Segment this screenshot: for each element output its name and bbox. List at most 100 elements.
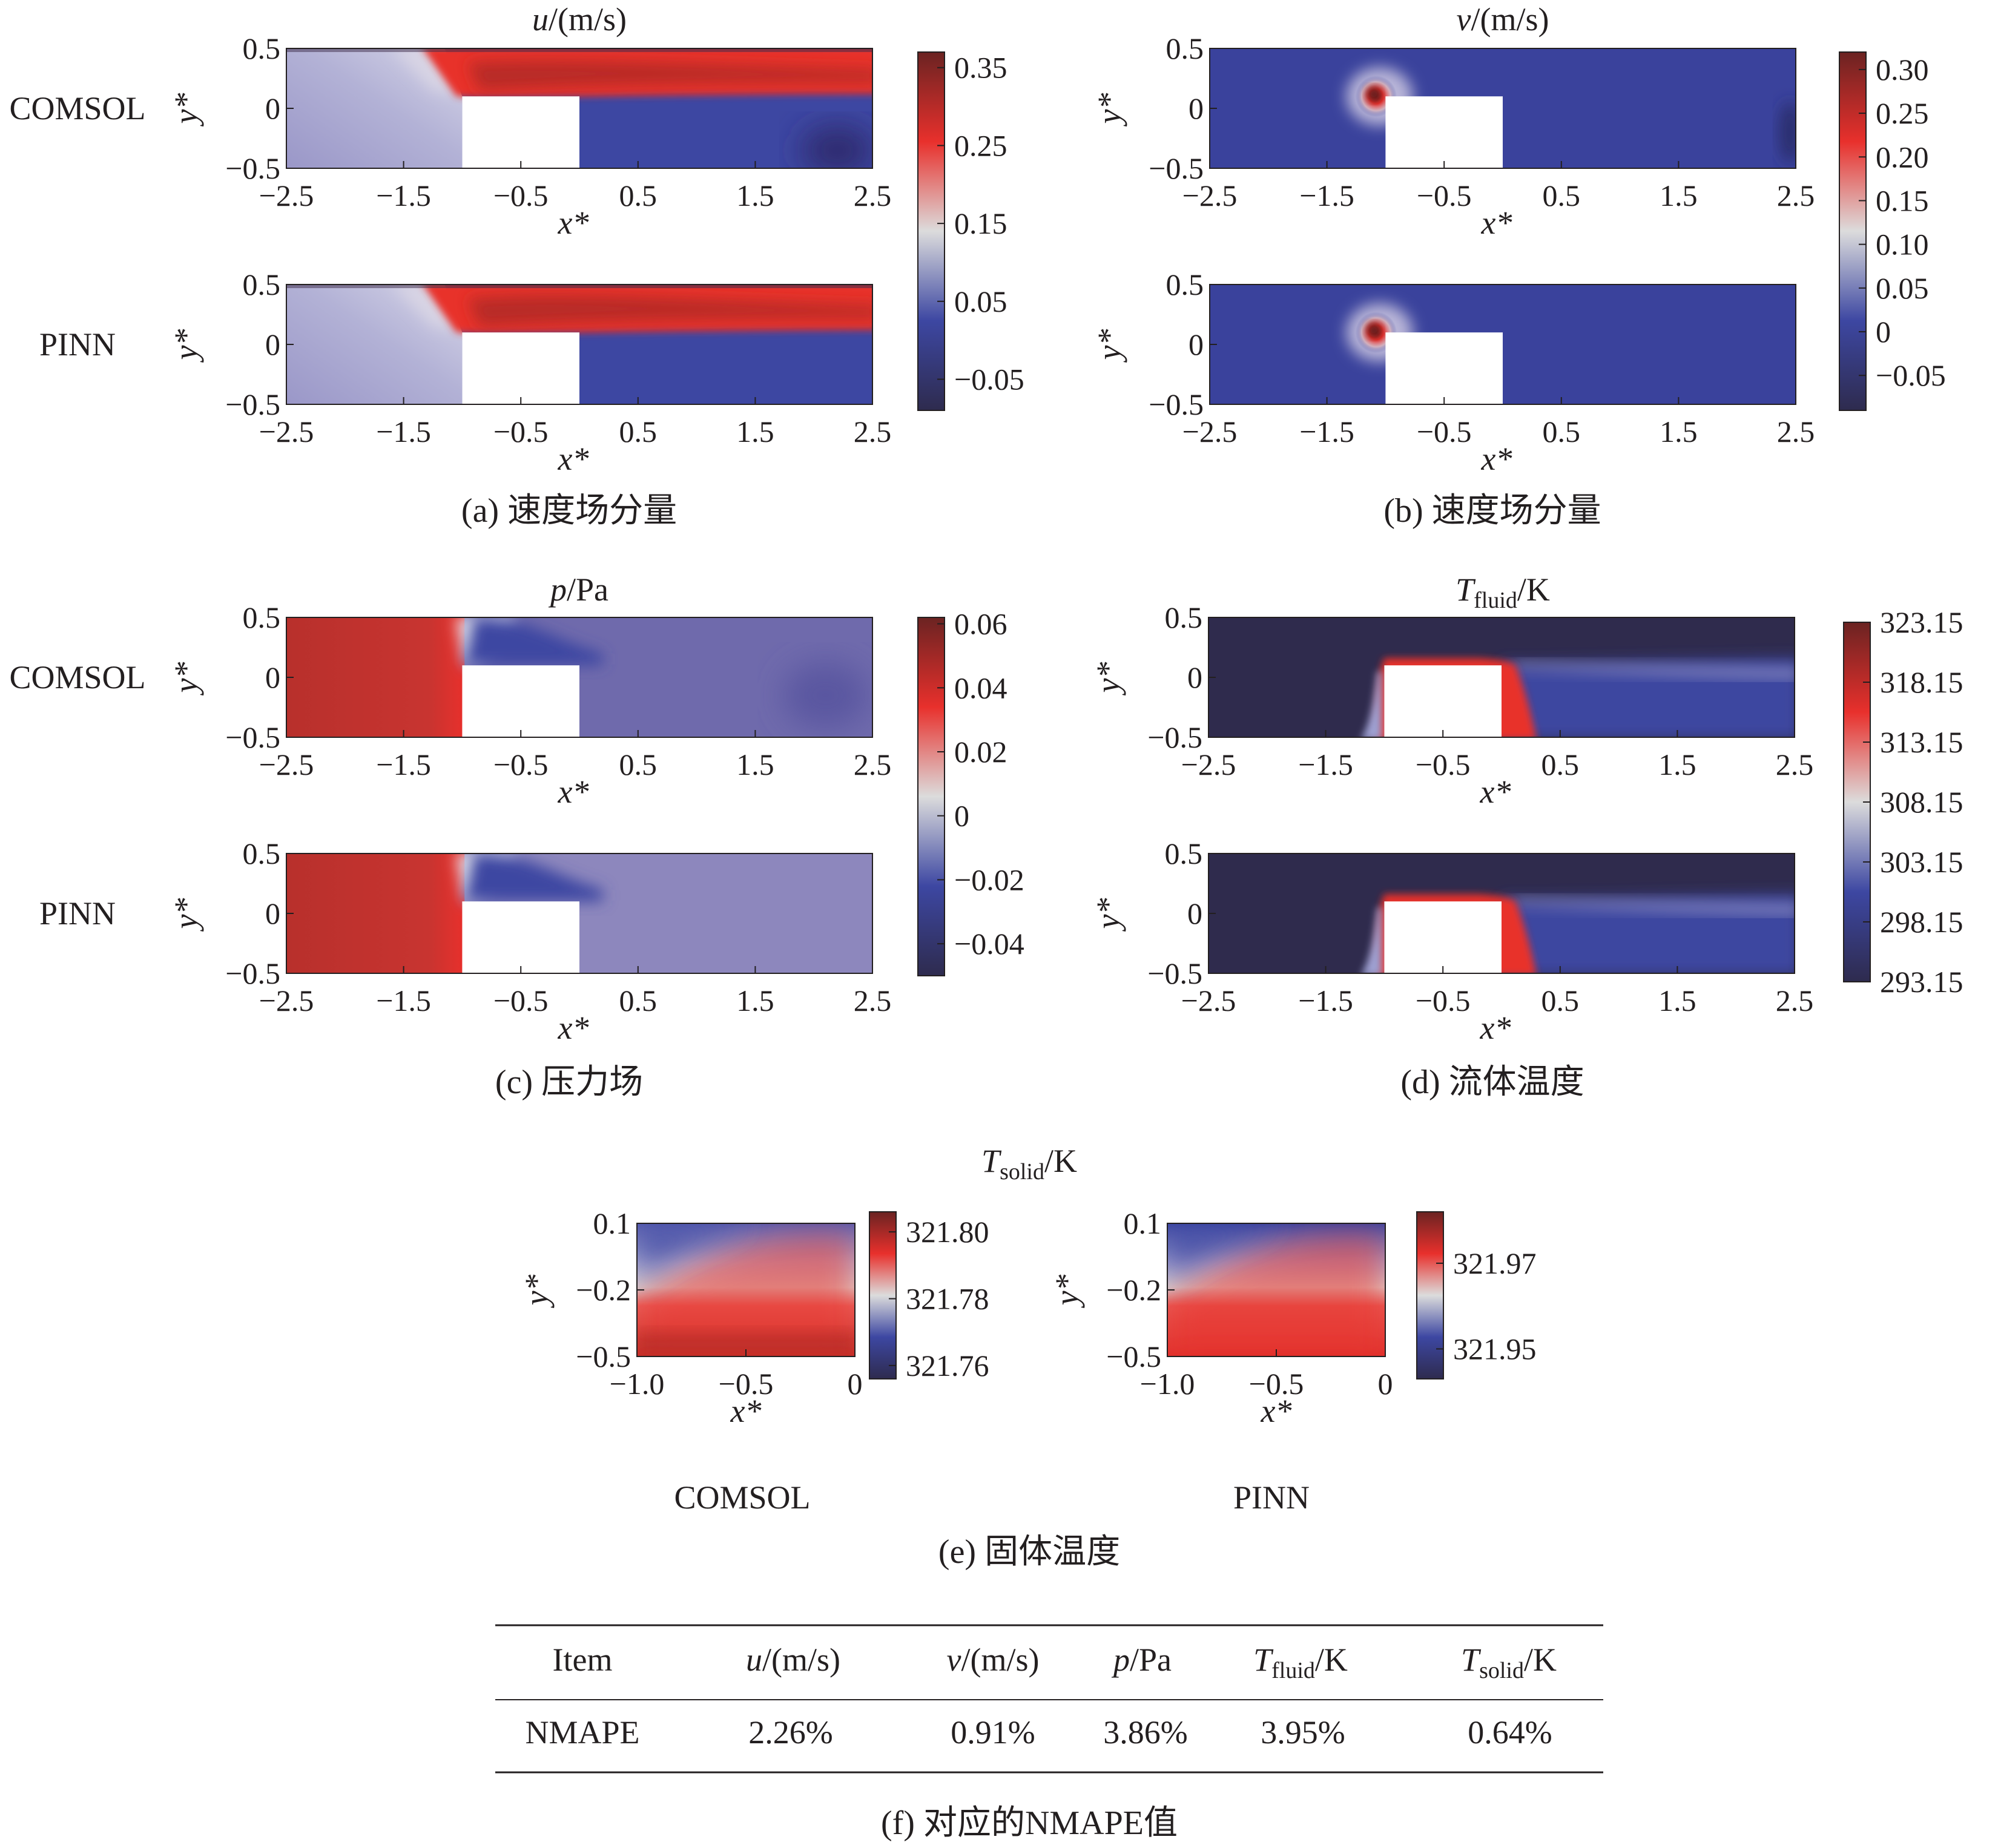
x-tick-label: 0.5 — [619, 179, 658, 212]
y-tick-label: −0.5 — [576, 1340, 631, 1373]
x-tick-label: −1.0 — [610, 1367, 665, 1401]
x-tick-label: 2.5 — [1776, 984, 1814, 1018]
x-tick-label: −1.5 — [1299, 179, 1354, 212]
x-tick-label: −0.5 — [493, 748, 549, 781]
panel-caption: (a) 速度场分量 — [461, 492, 677, 530]
y-tick-label: −0.5 — [1149, 387, 1204, 421]
x-tick-label: 0.5 — [1543, 179, 1581, 212]
colorbar-tick-label: 0.06 — [954, 607, 1007, 641]
colorbar-tick-label: 0.20 — [1876, 140, 1929, 174]
colorbar-c: 0.06 0.04 0.02 0 −0.02 −0.04 — [917, 607, 1024, 976]
x-axis-label: x* — [1480, 774, 1511, 810]
x-tick-label: 0.5 — [1541, 984, 1580, 1018]
field — [286, 48, 872, 168]
panel-f-table: Item u/(m/s) v/(m/s) p/Pa Tfluid/K Tsolid/K NM… — [495, 1624, 1603, 1842]
table-cell: 0.64% — [1468, 1714, 1552, 1751]
x-tick-label: −1.5 — [376, 415, 431, 449]
colorbar-tick-label: 293.15 — [1880, 965, 1963, 999]
subplot-label: PINN — [1233, 1479, 1310, 1516]
row-label: COMSOL — [9, 90, 145, 127]
table-header-item: Item — [553, 1642, 613, 1678]
x-tick-label: −1.5 — [376, 984, 431, 1018]
x-tick-label: 1.5 — [736, 415, 774, 449]
x-tick-label: 0.5 — [619, 415, 658, 449]
field — [1167, 1223, 1385, 1356]
colorbar-tick-label: 0 — [1876, 315, 1891, 349]
x-tick-label: 1.5 — [736, 984, 774, 1018]
heatmap-b-1: 0.50−0.5−2.5 −1.5 −0.5 0.5 1.5 2.5x*y* — [1091, 268, 1815, 477]
y-tick-label: −0.2 — [1106, 1273, 1161, 1307]
colorbar-tick-label: 0.15 — [1876, 183, 1929, 217]
y-tick-label: 0 — [265, 896, 280, 930]
colorbar-d: 323.15 318.15 313.15 308.15 303.15 298.15 293.… — [1843, 605, 1963, 999]
y-tick-label: 0.5 — [243, 31, 281, 65]
x-tick-label: −0.5 — [1416, 984, 1471, 1018]
x-tick-label: −0.5 — [719, 1367, 774, 1401]
colorbar-tick-label: 321.80 — [906, 1215, 989, 1249]
x-tick-label: 0.5 — [1543, 415, 1581, 449]
y-tick-label: −0.5 — [1149, 151, 1204, 185]
colorbar-tick-label: 0.15 — [954, 206, 1007, 240]
colorbar-tick-label: 0.02 — [954, 735, 1007, 769]
solid-block — [1385, 332, 1503, 404]
heatmap-d-0: 0.50−0.5−2.5 −1.5 −0.5 0.5 1.5 2.5x*y* — [1090, 600, 1813, 810]
y-axis-label: y* — [168, 898, 204, 932]
x-tick-label: −1.5 — [1298, 748, 1353, 781]
x-axis-label: x* — [1261, 1393, 1292, 1429]
y-tick-label: −0.5 — [225, 956, 280, 990]
x-tick-label: −2.5 — [1182, 415, 1238, 449]
x-tick-label: 2.5 — [1777, 179, 1815, 212]
heatmap-a-0: 0.50−0.5−2.5 −1.5 −0.5 0.5 1.5 2.5x*y*COMSOL — [9, 31, 891, 241]
field — [1208, 617, 1795, 737]
x-axis-label: x* — [558, 205, 589, 241]
x-tick-label: −2.5 — [1182, 179, 1238, 212]
colorbar-tick-label: 0 — [954, 799, 969, 833]
solid-block — [462, 96, 579, 168]
x-tick-label: −2.5 — [259, 748, 314, 781]
x-tick-label: −0.5 — [493, 984, 549, 1018]
colorbar-tick-label: 323.15 — [1880, 605, 1963, 639]
colorbar-a: 0.35 0.25 0.15 0.05 −0.05 — [917, 51, 1024, 411]
y-tick-label: 0.5 — [1165, 837, 1203, 870]
table-cell: 0.91% — [951, 1714, 1035, 1751]
x-tick-label: 2.5 — [854, 748, 892, 781]
panel-caption: (c) 压力场 — [495, 1064, 643, 1101]
y-tick-label: 0 — [1189, 91, 1204, 125]
x-tick-label: 1.5 — [1658, 748, 1696, 781]
y-tick-label: 0.5 — [243, 837, 281, 870]
colorbar-tick-label: 0.25 — [1876, 96, 1929, 130]
table-header-v: v/(m/s) — [947, 1642, 1040, 1678]
x-tick-label: 2.5 — [1776, 748, 1814, 781]
x-tick-label: −1.5 — [1298, 984, 1353, 1018]
heatmap-d-1: 0.50−0.5−2.5 −1.5 −0.5 0.5 1.5 2.5x*y* — [1090, 837, 1813, 1046]
solid-block — [462, 901, 579, 973]
colorbar-tick-label: 0.35 — [954, 51, 1007, 85]
x-tick-label: −0.5 — [493, 179, 549, 212]
x-tick-label: 1.5 — [1658, 984, 1696, 1018]
y-tick-label: 0.1 — [1124, 1206, 1162, 1240]
x-tick-label: 2.5 — [854, 984, 892, 1018]
x-tick-label: 0.5 — [1541, 748, 1580, 781]
x-axis-label: x* — [558, 774, 589, 810]
x-axis-label: x* — [1481, 441, 1512, 477]
colorbar-tick-label: −0.05 — [954, 363, 1024, 396]
x-tick-label: −2.5 — [1181, 748, 1236, 781]
heatmap-c-0: 0.50−0.5−2.5 −1.5 −0.5 0.5 1.5 2.5x*y*COMSOL — [9, 600, 891, 810]
x-tick-label: 1.5 — [1660, 179, 1698, 212]
y-tick-label: 0 — [265, 327, 280, 361]
colorbar-tick-label: −0.04 — [954, 927, 1024, 961]
colorbar-tick-label: 308.15 — [1880, 785, 1963, 819]
x-tick-label: −2.5 — [259, 415, 314, 449]
row-label: PINN — [39, 895, 116, 932]
x-tick-label: 1.5 — [1660, 415, 1698, 449]
field — [1210, 48, 1796, 168]
colorbar-tick-label: 313.15 — [1880, 725, 1963, 759]
field — [286, 284, 872, 404]
x-tick-label: 1.5 — [736, 748, 774, 781]
subplot-label: COMSOL — [674, 1479, 810, 1516]
x-tick-label: 2.5 — [854, 179, 892, 212]
table-header-tf: Tfluid/K — [1253, 1642, 1348, 1683]
colorbar-tick-label: 0.04 — [954, 671, 1007, 705]
x-tick-label: 0 — [848, 1367, 863, 1401]
